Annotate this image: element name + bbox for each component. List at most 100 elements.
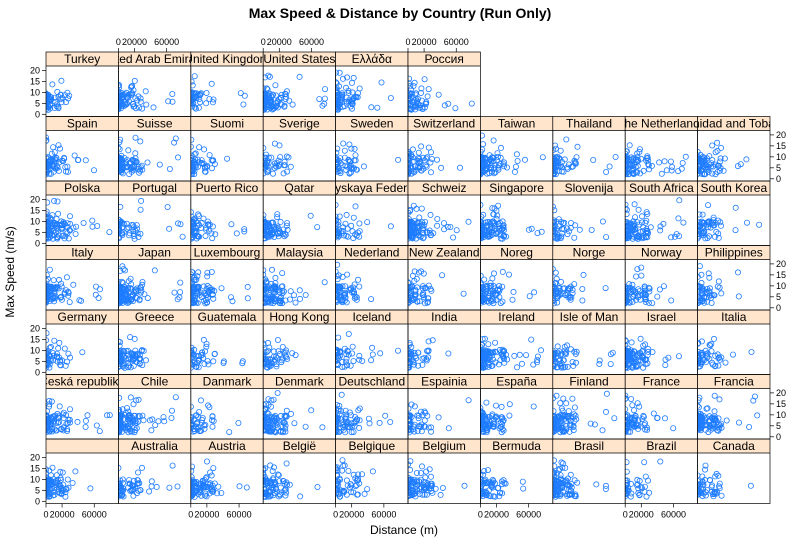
data-point — [698, 489, 705, 496]
data-point — [263, 486, 267, 492]
data-point — [482, 489, 489, 496]
data-point — [486, 492, 493, 499]
data-point — [564, 342, 571, 349]
panel-strip — [46, 116, 119, 131]
data-point — [339, 299, 346, 306]
data-point — [579, 285, 586, 292]
data-point — [345, 467, 352, 474]
panel-label: Japan — [138, 246, 171, 260]
data-point — [704, 290, 711, 297]
data-point — [714, 488, 721, 495]
data-point — [599, 427, 606, 434]
panel-label: Canada — [713, 439, 755, 453]
data-point — [46, 167, 51, 174]
data-point — [667, 158, 674, 165]
panel: Sweden — [335, 116, 409, 182]
data-point — [697, 419, 703, 426]
data-point — [205, 361, 212, 368]
data-point — [207, 469, 214, 476]
data-point — [283, 460, 290, 467]
data-point — [125, 147, 132, 154]
panel-label: Sverige — [279, 117, 320, 131]
data-point — [263, 473, 268, 480]
data-point — [606, 163, 613, 170]
data-point — [49, 212, 56, 219]
data-point — [625, 459, 630, 466]
data-point — [281, 233, 288, 240]
data-point — [74, 418, 81, 425]
x-axis-label: Distance (m) — [370, 523, 438, 537]
data-point — [137, 230, 144, 237]
data-point — [47, 227, 54, 234]
data-point — [675, 215, 682, 222]
panel-label: Schweiz — [422, 181, 467, 195]
data-point — [356, 417, 363, 424]
data-point — [634, 266, 641, 273]
data-point — [46, 493, 50, 500]
data-point — [480, 336, 486, 343]
data-point — [573, 348, 580, 355]
panel-label: Ireland — [498, 310, 535, 324]
data-point — [263, 412, 267, 419]
data-point — [752, 393, 759, 400]
panel: Luxembourg — [190, 245, 264, 311]
data-point — [421, 417, 428, 424]
data-point — [350, 165, 357, 172]
data-point — [71, 152, 78, 159]
data-point — [87, 485, 94, 492]
data-point — [200, 215, 207, 222]
data-point — [408, 208, 413, 215]
data-point — [715, 230, 722, 237]
data-point — [528, 225, 535, 232]
data-point — [491, 170, 498, 177]
panel-label: Philippines — [705, 246, 763, 260]
data-point — [633, 296, 640, 303]
data-point — [494, 290, 501, 297]
data-point — [136, 480, 143, 487]
data-point — [268, 154, 275, 161]
data-point — [491, 162, 498, 169]
data-point — [192, 412, 199, 419]
data-point — [552, 227, 557, 234]
data-point — [555, 484, 562, 491]
panel-strip — [46, 245, 119, 260]
data-point — [408, 206, 414, 213]
data-point — [137, 138, 144, 145]
data-point — [207, 286, 214, 293]
data-point — [587, 420, 594, 427]
data-point — [425, 354, 432, 361]
data-point — [192, 150, 199, 157]
data-point — [46, 211, 50, 218]
panel: Brasil — [552, 438, 626, 504]
data-point — [408, 159, 412, 166]
panel-label: South Korea — [700, 181, 767, 195]
data-point — [424, 412, 431, 419]
data-point — [675, 168, 682, 175]
panel-label: Suisse — [137, 117, 173, 131]
data-point — [281, 158, 288, 165]
data-point — [627, 220, 634, 227]
data-point — [344, 362, 351, 369]
data-point — [417, 233, 424, 240]
data-point — [265, 154, 272, 161]
data-point — [480, 141, 486, 148]
data-point — [631, 407, 638, 414]
data-point — [195, 283, 202, 290]
data-point — [554, 343, 561, 350]
data-point — [708, 220, 715, 227]
data-point — [707, 342, 714, 349]
data-point — [133, 358, 140, 365]
data-point — [486, 233, 493, 240]
data-point — [356, 424, 363, 431]
data-point — [46, 232, 51, 239]
data-point — [625, 419, 632, 426]
data-point — [191, 488, 198, 495]
data-point — [59, 157, 66, 164]
data-point — [369, 468, 376, 475]
data-point — [561, 219, 568, 226]
data-point — [283, 153, 290, 160]
data-point — [557, 400, 564, 407]
data-point — [174, 220, 181, 227]
data-point — [657, 223, 664, 230]
data-point — [130, 401, 137, 408]
